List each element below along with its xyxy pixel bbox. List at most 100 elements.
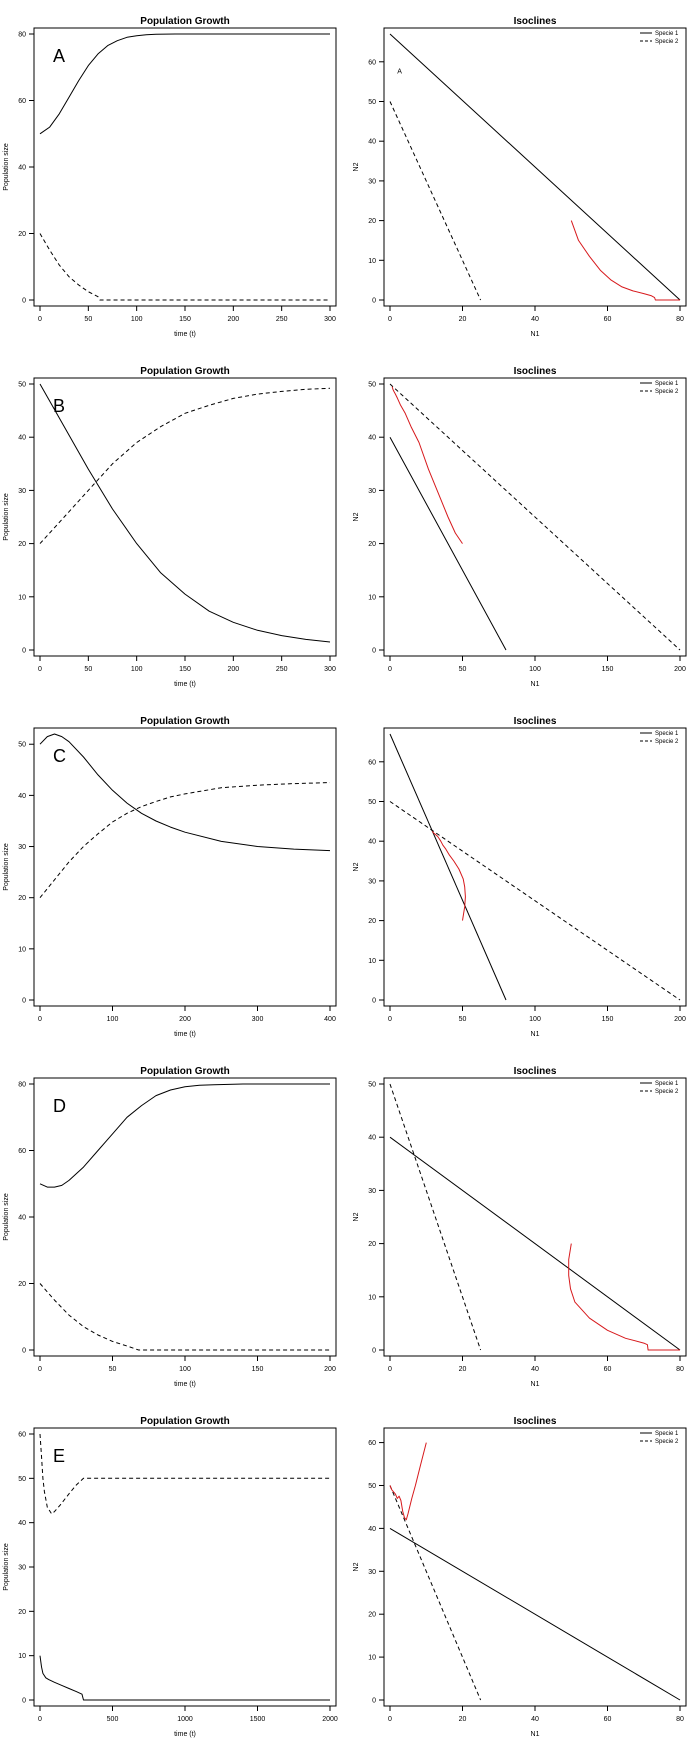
x-tick-label: 300: [252, 1016, 264, 1023]
plot-frame: [383, 727, 687, 1007]
series-line-species-2: [39, 1433, 330, 1515]
x-tick-label: 100: [529, 666, 541, 673]
y-tick-label: 20: [368, 1612, 376, 1619]
series-line-species-2: [389, 1083, 482, 1351]
series-line-species-2: [39, 387, 331, 544]
y-tick-label: 40: [18, 1215, 26, 1222]
y-axis-label: Population size: [3, 493, 10, 541]
y-tick-label: 0: [22, 998, 26, 1005]
x-tick-label: 0: [38, 666, 42, 673]
y-tick-label: 10: [18, 946, 26, 953]
x-tick-label: 150: [252, 1366, 264, 1373]
y-tick-label: 50: [368, 382, 376, 389]
x-tick-label: 150: [602, 1016, 614, 1023]
x-tick-label: 0: [38, 1366, 42, 1373]
y-tick-label: 50: [368, 799, 376, 806]
x-tick-label: 100: [179, 1366, 191, 1373]
y-tick-label: 40: [18, 1520, 26, 1527]
series-line-species-1: [389, 33, 681, 301]
y-tick-label: 40: [18, 165, 26, 172]
series-line-species-1: [39, 33, 330, 135]
legend-label: Specie 2: [655, 1089, 679, 1095]
panel-letter: D: [53, 1096, 66, 1116]
x-tick-label: 50: [84, 666, 92, 673]
x-tick-label: 0: [38, 1716, 42, 1723]
series-line-species-2: [389, 801, 681, 1001]
series-line-species-1: [39, 733, 331, 852]
legend-label: Specie 1: [655, 1431, 679, 1437]
y-tick-label: 30: [18, 844, 26, 851]
y-tick-label: 50: [368, 99, 376, 106]
y-tick-label: 10: [18, 594, 26, 601]
x-tick-label: 500: [107, 1716, 119, 1723]
x-tick-label: 50: [459, 666, 467, 673]
x-tick-label: 0: [388, 1366, 392, 1373]
x-tick-label: 20: [459, 1366, 467, 1373]
series-line-species-2: [389, 101, 482, 301]
panel-e-growth: Population Growth 0 500 1000 1500 2000 0 10 20 30…: [3, 1416, 338, 1738]
y-tick-label: 80: [18, 32, 26, 39]
y-tick-label: 30: [368, 488, 376, 495]
panel-letter: E: [53, 1446, 65, 1466]
y-axis-label: N2: [353, 512, 360, 521]
y-axis-label: N2: [353, 862, 360, 871]
x-axis-label: N1: [531, 1031, 540, 1038]
series-line-species-2: [39, 1283, 330, 1351]
series-line-species-1: [39, 383, 331, 643]
y-tick-label: 10: [368, 958, 376, 965]
y-tick-label: 30: [18, 488, 26, 495]
y-tick-label: 20: [368, 218, 376, 225]
x-tick-label: 0: [38, 316, 42, 323]
x-tick-label: 100: [131, 316, 143, 323]
chart-title: Isoclines: [514, 1416, 557, 1427]
y-tick-label: 20: [18, 231, 26, 238]
panel-letter: B: [53, 396, 65, 416]
plot-frame: [383, 1427, 687, 1707]
x-tick-label: 50: [109, 1366, 117, 1373]
x-tick-label: 150: [179, 666, 191, 673]
x-tick-label: 20: [459, 1716, 467, 1723]
y-tick-label: 0: [372, 648, 376, 655]
y-tick-label: 0: [372, 1348, 376, 1355]
y-tick-label: 30: [18, 1565, 26, 1572]
x-tick-label: 40: [531, 1366, 539, 1373]
x-axis-label: N1: [531, 1381, 540, 1388]
y-tick-label: 0: [22, 648, 26, 655]
y-tick-label: 60: [368, 759, 376, 766]
series-line-species-1: [389, 436, 507, 651]
y-axis-label: Population size: [3, 1193, 10, 1241]
y-tick-label: 30: [368, 1569, 376, 1576]
panel-c-growth: Population Growth 0 100 200 300 400 0 10 20 30 40 5…: [3, 716, 337, 1038]
x-tick-label: 200: [324, 1366, 336, 1373]
plot-frame: [33, 1427, 337, 1707]
chart-title: Population Growth: [140, 366, 229, 377]
x-tick-label: 60: [604, 1716, 612, 1723]
y-tick-label: 60: [368, 1440, 376, 1447]
y-tick-label: 40: [368, 1526, 376, 1533]
x-tick-label: 200: [179, 1016, 191, 1023]
series-line-species-2: [39, 233, 330, 301]
x-axis-label: time (t): [174, 331, 196, 338]
chart-title: Population Growth: [140, 1416, 229, 1427]
y-tick-label: 20: [18, 1281, 26, 1288]
y-tick-label: 0: [22, 1348, 26, 1355]
x-tick-label: 50: [84, 316, 92, 323]
x-tick-label: 80: [676, 316, 684, 323]
y-tick-label: 40: [368, 839, 376, 846]
x-axis-label: N1: [531, 681, 540, 688]
x-tick-label: 40: [531, 1716, 539, 1723]
panel-d-isoclines: Isoclines 0 20 40 60 80 0 10 20 30 40 50 N1 N2 Specie …: [353, 1066, 687, 1388]
x-tick-label: 250: [276, 316, 288, 323]
x-axis-label: time (t): [174, 681, 196, 688]
panel-letter: C: [53, 746, 66, 766]
x-axis-label: time (t): [174, 1031, 196, 1038]
y-tick-label: 50: [368, 1082, 376, 1089]
x-tick-label: 100: [131, 666, 143, 673]
y-tick-label: 60: [18, 98, 26, 105]
chart-title: Population Growth: [140, 1066, 229, 1077]
series-line-species-1: [389, 733, 507, 1001]
y-tick-label: 20: [368, 918, 376, 925]
y-axis-label: N2: [353, 1562, 360, 1571]
y-tick-label: 20: [18, 1609, 26, 1616]
